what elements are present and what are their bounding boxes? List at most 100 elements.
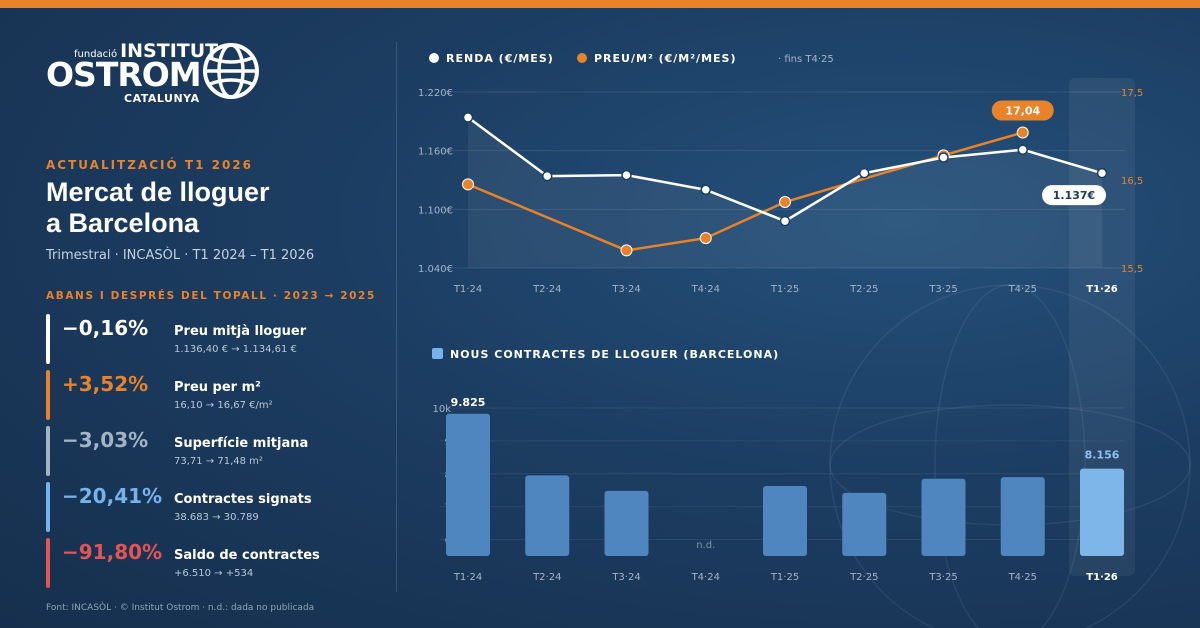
page-subtitle: Trimestral · INCASÒL · T1 2024 – T1 2026 [46,248,315,263]
y-right-tick-label: 15,5 [1121,264,1143,275]
x-tick-label: T4·25 [1008,284,1037,295]
x-tick-label: T1·24 [453,572,482,583]
y-left-tick-label: 1.160€ [418,147,453,158]
renda-point [700,184,711,196]
bar-legend-swatch [432,348,443,359]
preu-line [467,131,1024,252]
y-left-tick-label: 1.220€ [418,88,453,99]
x-tick-label: T1·26 [1086,572,1118,583]
top-accent-bar [0,0,1200,8]
bar [604,490,649,556]
renda-callout-pill [1042,185,1106,206]
x-tick-label: T2·25 [849,572,878,583]
x-tick-label: T1·25 [770,572,799,583]
page-title: Mercat de lloguer a Barcelona [46,177,270,239]
missing-label: n.d. [696,540,715,551]
y-right-tick-label: 16,5 [1121,176,1143,187]
stat-percent: −3,03% [62,428,149,452]
logo-line2: OSTROM [46,55,202,94]
x-tick-label: T3·24 [611,572,640,583]
source-footer: Font: INCASÒL · © Institut Ostrom · n.d.… [46,603,315,613]
bar [525,475,570,556]
title-line2: a Barcelona [46,208,200,238]
stat-detail: 16,10 → 16,67 €/m² [174,400,273,411]
legend-note: · fins T4·25 [778,54,834,65]
globe-icon [203,43,259,99]
stat-color-bar [46,538,50,588]
x-tick-label: T1·25 [770,284,799,295]
renda-point [859,167,870,179]
stat-label: Preu per m² [174,380,261,395]
renda-point [1017,144,1028,155]
panel-divider [396,42,397,592]
stat-label: Saldo de contractes [174,548,320,563]
stat-color-bar [46,370,50,420]
update-kicker: ACTUALITZACIÓ T1 2026 [46,158,253,172]
stat-label: Contractes signats [174,492,312,507]
ostrom-logo: fundació INSTITUT OSTROM CATALUNYA [46,40,266,108]
stat-color-bar [46,426,50,476]
stat-color-bar [46,482,50,532]
x-tick-label: T2·24 [532,284,561,295]
y-left-tick-label: 1.100€ [418,205,453,216]
stat-item: −91,80% Saldo de contractes +6.510 → +53… [46,538,376,588]
bar [1000,477,1045,556]
bar-chart: 10k9876T1·24T2·24T3·24n.d.T4·24T1·25T2·2… [432,396,1125,583]
x-tick-label: T4·25 [1008,572,1037,583]
stats-header: ABANS I DESPRÉS DEL TOPALL · 2023 → 2025 [46,290,376,302]
preu-point [462,178,474,191]
bar [842,492,887,556]
x-tick-label: T1·24 [453,284,482,295]
stat-item: −20,41% Contractes signats 38.683 → 30.7… [46,482,376,532]
title-line1: Mercat de lloguer [46,177,270,207]
stat-detail: +6.510 → +534 [174,568,254,579]
legend-renda-label: RENDA (€/MES) [446,52,554,65]
renda-point [938,152,949,163]
stat-percent: −0,16% [62,316,149,340]
preu-point [620,244,633,257]
y-right-tick-label: 17,5 [1121,88,1143,99]
logo-line3: CATALUNYA [124,92,200,105]
x-tick-label: T3·25 [928,284,957,295]
line-legend: RENDA (€/MES) PREU/M² (€/M²/MES) · fins … [429,52,834,65]
renda-area [468,117,1102,268]
bar-chart-title: NOUS CONTRACTES DE LLOGUER (BARCELONA) [450,348,779,361]
bar-value-label: 8.156 [1085,449,1120,462]
bar-value-label: 9.825 [451,396,486,409]
bar [921,478,966,556]
stat-item: −3,03% Superfície mitjana 73,71 → 71,48 … [46,426,376,476]
renda-callout-label: 1.137€ [1053,189,1095,202]
bar [1080,468,1124,556]
preu-callout-label: 17,04 [1005,104,1040,117]
logo-line1: fundació INSTITUT [74,40,218,62]
renda-point [462,112,474,123]
legend-renda-dot [429,53,439,63]
logo-small: fundació [74,49,118,60]
preu-callout-pill [991,100,1054,121]
stat-detail: 1.136,40 € → 1.134,61 € [174,344,297,355]
stat-label: Superfície mitjana [174,436,309,451]
preu-point [779,196,791,208]
stat-percent: −91,80% [62,540,163,564]
x-tick-label: T4·24 [691,572,720,583]
renda-point [1096,167,1108,179]
renda-point [621,169,632,181]
stat-item: +3,52% Preu per m² 16,10 → 16,67 €/m² [46,370,376,420]
renda-point [542,170,553,182]
y-left-tick-label: 1.040€ [418,264,453,275]
x-tick-label: T3·24 [611,284,640,295]
legend-preu-label: PREU/M² (€/M²/MES) [594,52,736,65]
x-tick-label: T2·24 [532,572,561,583]
preu-point [1016,126,1029,139]
x-tick-label: T3·25 [928,572,957,583]
x-tick-label: T2·25 [849,284,878,295]
bar [446,413,490,556]
x-tick-label: T1·26 [1086,284,1118,295]
stat-item: −0,16% Preu mitjà lloguer 1.136,40 € → 1… [46,314,376,364]
x-tick-label: T4·24 [691,284,720,295]
logo-institut: INSTITUT [120,40,219,62]
stat-percent: −20,41% [62,484,163,508]
stat-percent: +3,52% [62,372,149,396]
